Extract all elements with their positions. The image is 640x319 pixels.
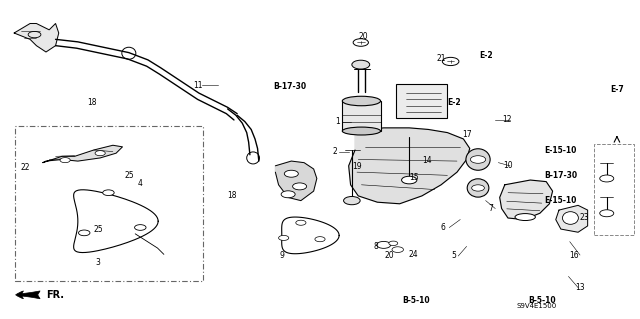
- Circle shape: [60, 158, 70, 163]
- Text: 20: 20: [384, 251, 394, 260]
- Text: 22: 22: [21, 163, 30, 172]
- Text: 25: 25: [93, 225, 103, 234]
- Text: 3: 3: [96, 258, 100, 267]
- Text: 1: 1: [335, 117, 340, 126]
- Circle shape: [315, 237, 325, 242]
- Text: 24: 24: [409, 250, 419, 259]
- Text: B-5-10: B-5-10: [402, 296, 429, 305]
- Text: 18: 18: [87, 98, 97, 107]
- Polygon shape: [556, 205, 588, 232]
- Polygon shape: [349, 128, 470, 204]
- Bar: [396, 84, 447, 118]
- Text: 23: 23: [580, 212, 589, 222]
- Text: 2: 2: [333, 147, 338, 156]
- Circle shape: [600, 210, 614, 217]
- Text: E-15-10: E-15-10: [545, 145, 577, 154]
- Circle shape: [472, 185, 484, 191]
- Text: 13: 13: [575, 283, 585, 292]
- Circle shape: [278, 235, 289, 241]
- Text: 5: 5: [451, 251, 456, 260]
- Text: B-5-10: B-5-10: [528, 296, 556, 305]
- Text: 19: 19: [352, 162, 362, 171]
- Circle shape: [389, 241, 397, 246]
- Text: 10: 10: [503, 161, 513, 170]
- Ellipse shape: [515, 214, 536, 220]
- Polygon shape: [43, 145, 122, 163]
- Circle shape: [284, 170, 298, 177]
- Ellipse shape: [466, 149, 490, 170]
- Text: 15: 15: [409, 173, 419, 182]
- Circle shape: [134, 225, 146, 230]
- Circle shape: [600, 175, 614, 182]
- Text: B-17-30: B-17-30: [544, 171, 577, 180]
- Text: FR.: FR.: [47, 290, 65, 300]
- Bar: [15, 126, 204, 281]
- Text: 17: 17: [461, 130, 472, 139]
- Circle shape: [281, 191, 295, 198]
- Ellipse shape: [342, 127, 381, 135]
- Text: E-15-10: E-15-10: [545, 196, 577, 205]
- Bar: [594, 144, 634, 235]
- Circle shape: [377, 241, 391, 249]
- Text: S9V4E1500: S9V4E1500: [516, 303, 557, 308]
- Text: 25: 25: [124, 171, 134, 181]
- Circle shape: [392, 247, 403, 252]
- Text: 12: 12: [502, 115, 511, 124]
- Circle shape: [102, 190, 114, 196]
- Text: 6: 6: [440, 223, 445, 232]
- Ellipse shape: [342, 96, 381, 106]
- Text: E-2: E-2: [479, 51, 493, 60]
- Ellipse shape: [467, 179, 489, 197]
- Text: 16: 16: [569, 251, 579, 260]
- Polygon shape: [275, 161, 317, 201]
- Circle shape: [442, 57, 459, 66]
- Circle shape: [95, 151, 105, 156]
- Bar: [342, 101, 381, 131]
- Circle shape: [352, 60, 370, 69]
- Text: E-7: E-7: [610, 85, 624, 94]
- Circle shape: [344, 197, 360, 205]
- Text: 20: 20: [358, 32, 368, 41]
- Text: 8: 8: [373, 242, 378, 251]
- Circle shape: [353, 39, 369, 46]
- Circle shape: [79, 230, 90, 236]
- Circle shape: [296, 220, 306, 225]
- Circle shape: [401, 176, 417, 184]
- Text: 9: 9: [279, 251, 284, 260]
- Ellipse shape: [563, 212, 579, 224]
- Text: B-17-30: B-17-30: [273, 82, 307, 91]
- Polygon shape: [500, 180, 552, 219]
- Text: 18: 18: [227, 191, 237, 200]
- Text: 7: 7: [488, 204, 493, 213]
- Polygon shape: [14, 24, 59, 52]
- Text: E-2: E-2: [447, 98, 461, 107]
- Text: 11: 11: [193, 81, 202, 90]
- Text: 14: 14: [422, 156, 432, 165]
- Text: 4: 4: [138, 179, 143, 188]
- Circle shape: [470, 156, 486, 163]
- Circle shape: [292, 183, 307, 190]
- Text: 21: 21: [436, 54, 446, 63]
